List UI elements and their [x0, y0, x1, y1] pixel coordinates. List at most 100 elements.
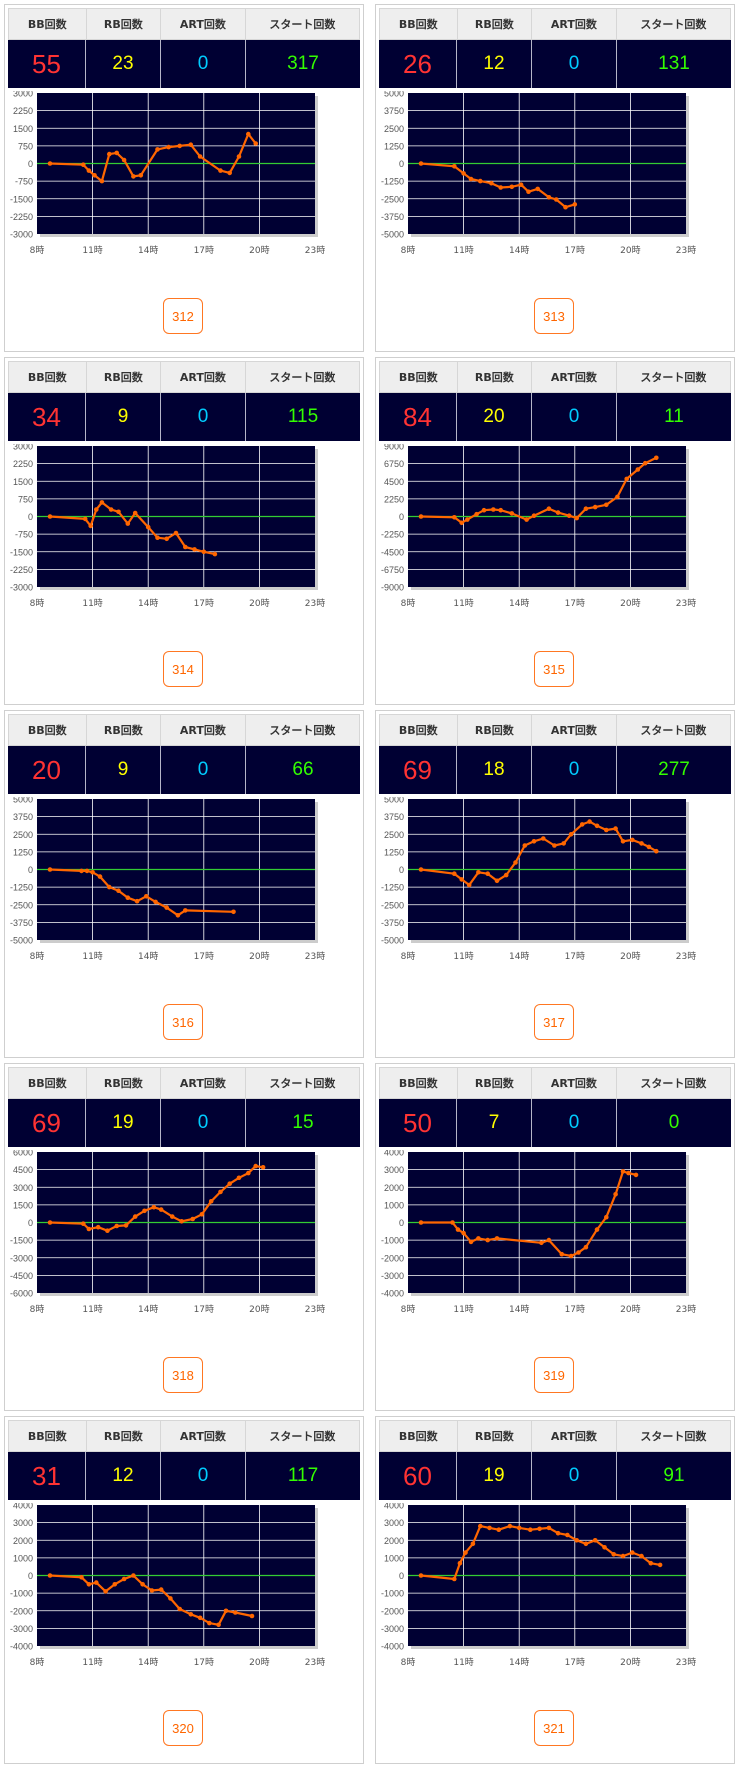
- x-tick-label: 20時: [249, 245, 269, 256]
- data-point: [524, 517, 529, 522]
- x-tick-label: 11時: [453, 951, 473, 962]
- rb-count: 23: [86, 40, 161, 88]
- art-count: 0: [532, 746, 617, 794]
- data-point: [613, 1192, 618, 1197]
- y-tick-label: -1000: [381, 1589, 404, 1599]
- machine-number-button[interactable]: 315: [534, 651, 574, 687]
- stats-table: BB回数 RB回数 ART回数 スタート回数 20 9 0 66: [8, 714, 360, 794]
- bb-header: BB回数: [380, 362, 458, 392]
- data-point: [496, 1527, 502, 1532]
- y-tick-label: 2500: [13, 830, 33, 840]
- data-point: [177, 1606, 182, 1612]
- data-point: [452, 871, 457, 876]
- y-tick-label: -3000: [10, 583, 33, 593]
- start-header: スタート回数: [640, 1430, 707, 1443]
- bb-count: 60: [379, 1452, 457, 1500]
- data-point: [452, 515, 457, 520]
- start-count: 0: [668, 1112, 680, 1133]
- machine-number-button[interactable]: 312: [163, 298, 203, 334]
- data-point: [503, 872, 509, 878]
- machine-number-button[interactable]: 319: [534, 1357, 574, 1393]
- data-point: [478, 1523, 483, 1529]
- y-tick-label: -1250: [381, 177, 404, 187]
- machine-number-button[interactable]: 313: [534, 298, 574, 334]
- data-point: [158, 1587, 164, 1592]
- data-point: [47, 1573, 53, 1578]
- stats-value-row: 31 12 0 117: [8, 1452, 360, 1500]
- data-point: [125, 521, 131, 526]
- y-tick-label: 5000: [384, 797, 404, 805]
- bb-count: 69: [8, 1099, 86, 1147]
- stats-header-row: BB回数 RB回数 ART回数 スタート回数: [8, 714, 360, 746]
- art-count: 0: [532, 393, 617, 441]
- rb-header: RB回数: [87, 715, 162, 745]
- x-tick-label: 20時: [620, 1304, 640, 1315]
- stats-header-row: BB回数 RB回数 ART回数 スタート回数: [379, 1067, 731, 1099]
- bb-header: BB回数: [380, 715, 458, 745]
- x-tick-label: 11時: [82, 1657, 102, 1668]
- data-point: [613, 826, 618, 831]
- bb-count: 55: [8, 40, 86, 88]
- data-point: [498, 507, 503, 513]
- bb-count: 50: [379, 1099, 457, 1147]
- slump-graph: 3000 2250 1500 750 0 -750 -1500 -2250 -3000 8時 11時…: [10, 444, 325, 609]
- machine-number-button[interactable]: 321: [534, 1710, 574, 1746]
- x-tick-label: 14時: [509, 245, 529, 256]
- start-header: スタート回数: [269, 1430, 336, 1443]
- y-tick-label: -1500: [10, 547, 33, 557]
- data-point: [574, 1538, 579, 1543]
- data-point: [418, 867, 424, 872]
- data-point: [630, 837, 635, 843]
- data-point: [246, 1170, 251, 1176]
- bb-header: BB回数: [9, 1421, 87, 1451]
- data-point: [476, 1236, 481, 1241]
- data-point: [218, 1189, 223, 1195]
- x-tick-label: 23時: [676, 951, 696, 962]
- data-point: [116, 888, 121, 893]
- data-point: [639, 841, 644, 846]
- y-tick-label: 750: [18, 494, 33, 504]
- machine-number-button[interactable]: 318: [163, 1357, 203, 1393]
- bb-count: 34: [8, 393, 86, 441]
- start-header: スタート回数: [269, 1077, 336, 1090]
- start-count: 277: [658, 759, 690, 780]
- data-point: [587, 819, 592, 824]
- data-point: [177, 143, 182, 149]
- stats-header-row: BB回数 RB回数 ART回数 スタート回数: [8, 361, 360, 393]
- machine-number-button[interactable]: 320: [163, 1710, 203, 1746]
- x-tick-label: 20時: [249, 598, 269, 609]
- stats-table: BB回数 RB回数 ART回数 スタート回数 69 19 0 15: [8, 1067, 360, 1147]
- data-point: [563, 204, 568, 210]
- rb-header: RB回数: [87, 1421, 162, 1451]
- data-point: [565, 1532, 570, 1538]
- x-tick-label: 8時: [30, 1657, 45, 1668]
- data-point: [630, 1550, 635, 1555]
- y-tick-label: 6750: [384, 459, 404, 469]
- data-point: [485, 1237, 490, 1243]
- data-point: [47, 161, 53, 166]
- data-point: [555, 510, 561, 515]
- data-point: [507, 1523, 513, 1529]
- y-tick-label: -5000: [381, 936, 404, 946]
- slump-graph: 5000 3750 2500 1250 0 -1250 -2500 -3750 -5000 8時 1…: [381, 797, 696, 962]
- y-tick-label: 0: [28, 512, 33, 522]
- machine-number-button[interactable]: 317: [534, 1004, 574, 1040]
- data-point: [166, 144, 171, 150]
- data-point: [121, 157, 127, 163]
- art-header: ART回数: [532, 362, 617, 392]
- bb-count: 31: [8, 1452, 86, 1500]
- data-point: [132, 1214, 138, 1219]
- data-point: [92, 173, 97, 178]
- x-tick-label: 23時: [676, 245, 696, 256]
- machine-number-button[interactable]: 314: [163, 651, 203, 687]
- data-point: [535, 186, 540, 192]
- data-point: [457, 1560, 463, 1566]
- y-tick-label: -3000: [10, 1253, 33, 1263]
- data-point: [95, 1224, 101, 1230]
- machine-number-button[interactable]: 316: [163, 1004, 203, 1040]
- data-point: [626, 1170, 631, 1176]
- data-point: [86, 1226, 92, 1232]
- start-count: 317: [287, 53, 319, 74]
- data-point: [116, 509, 121, 515]
- y-tick-label: 1250: [384, 847, 404, 857]
